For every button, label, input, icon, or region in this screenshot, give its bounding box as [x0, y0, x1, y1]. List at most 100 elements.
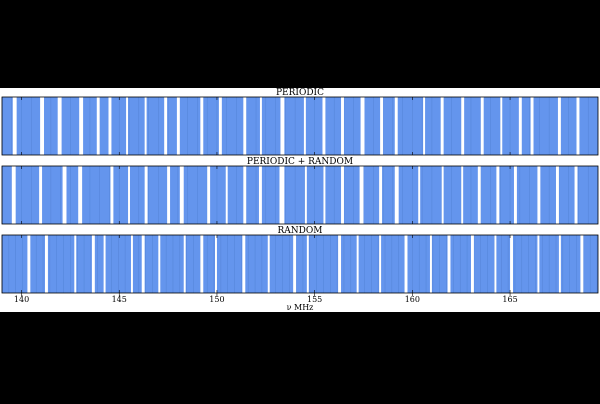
channel-gap — [57, 97, 62, 155]
channel-gap — [496, 166, 500, 224]
channel-gap — [394, 97, 398, 155]
panel-frame — [1, 96, 599, 156]
channel-gap — [78, 166, 83, 224]
panel-periodic-random — [1, 165, 599, 225]
channel-gap — [44, 235, 48, 293]
channel-gap — [423, 97, 426, 155]
channel-gap — [341, 97, 344, 155]
panel-periodic — [1, 96, 599, 156]
channel-gap — [200, 235, 204, 293]
x-tick-label: 140 — [14, 295, 29, 304]
x-tick-label: 160 — [405, 295, 420, 304]
channel-gap — [530, 97, 534, 155]
channel-gap — [258, 166, 262, 224]
channel-gap — [11, 166, 16, 224]
channel-gap — [96, 97, 100, 155]
channel-gap — [558, 235, 561, 293]
channel-gap — [510, 235, 513, 293]
channel-gap — [207, 166, 211, 224]
channel-gap — [440, 97, 444, 155]
channel-gap — [303, 97, 306, 155]
channel-gap — [259, 97, 262, 155]
channel-gap — [179, 166, 184, 224]
channel-gap — [555, 166, 559, 224]
channel-gap — [126, 97, 129, 155]
channel-gap — [477, 166, 481, 224]
channel-gap — [91, 235, 95, 293]
channel-gap — [338, 235, 342, 293]
channel-gap — [62, 166, 67, 224]
x-tick-label: 165 — [502, 295, 517, 304]
channel-gap — [167, 166, 171, 224]
channel-gap — [557, 97, 561, 155]
channel-gap — [429, 235, 432, 293]
channel-gap — [164, 97, 168, 155]
panel-random — [1, 234, 599, 294]
channel-gap — [79, 97, 84, 155]
channel-gap — [518, 97, 522, 155]
channel-gap — [359, 166, 364, 224]
channel-gap — [356, 235, 359, 293]
channel-gap — [304, 166, 307, 224]
channel-gap — [279, 166, 285, 224]
channel-gap — [183, 235, 186, 293]
channel-gap — [74, 235, 77, 293]
x-tick-label: 155 — [307, 295, 322, 304]
channel-gap — [580, 235, 584, 293]
channel-gap — [394, 166, 399, 224]
channel-gap — [574, 166, 578, 224]
channel-gap — [214, 235, 217, 293]
channel-gap — [380, 97, 384, 155]
channel-gap — [418, 166, 421, 224]
channel-gap — [322, 97, 326, 155]
channel-gap — [494, 235, 497, 293]
channel-gap — [128, 166, 130, 224]
panel-title-periodic-random: PERIODIC + RANDOM — [247, 157, 353, 167]
channel-gap — [360, 97, 365, 155]
channel-gap — [110, 166, 114, 224]
channel-gap — [12, 97, 17, 155]
x-axis-label: ν MHz — [287, 303, 314, 312]
channel-gap — [27, 235, 31, 293]
channel-gap — [225, 166, 228, 224]
channel-gap — [243, 97, 247, 155]
channel-gap — [218, 97, 222, 155]
channel-gap — [470, 235, 474, 293]
channel-gap — [323, 166, 326, 224]
panel-title-periodic: PERIODIC — [276, 88, 324, 98]
channel-gap — [379, 235, 382, 293]
channel-gap — [480, 97, 484, 155]
channel-gap — [158, 235, 161, 293]
channel-gap — [537, 166, 541, 224]
panel-title-random: RANDOM — [278, 226, 323, 236]
channel-gap — [513, 166, 517, 224]
channel-gap — [141, 235, 145, 293]
x-axis: 140 145 150 155 160 165 — [14, 293, 518, 304]
channel-gap — [461, 97, 465, 155]
channel-gap — [108, 97, 112, 155]
x-tick-label: 150 — [209, 295, 224, 304]
channel-gap — [306, 235, 309, 293]
channel-gap — [441, 166, 444, 224]
channel-gap — [243, 166, 247, 224]
panel-frame — [1, 234, 599, 294]
channel-gap — [40, 97, 45, 155]
channel-gap — [341, 166, 344, 224]
channel-gap — [103, 235, 106, 293]
panel-frame — [1, 165, 599, 225]
channel-gap — [144, 97, 147, 155]
channel-gap — [39, 166, 43, 224]
channel-gap — [144, 166, 148, 224]
channel-gap — [267, 235, 270, 293]
channel-gap — [242, 235, 246, 293]
x-tick-label: 145 — [112, 295, 127, 304]
channel-gap — [176, 97, 180, 155]
channel-gap — [379, 166, 383, 224]
channel-gap — [461, 166, 464, 224]
channel-gap — [130, 235, 133, 293]
spectrum-band — [2, 235, 598, 293]
channel-gap — [447, 235, 451, 293]
channel-gap — [500, 97, 503, 155]
